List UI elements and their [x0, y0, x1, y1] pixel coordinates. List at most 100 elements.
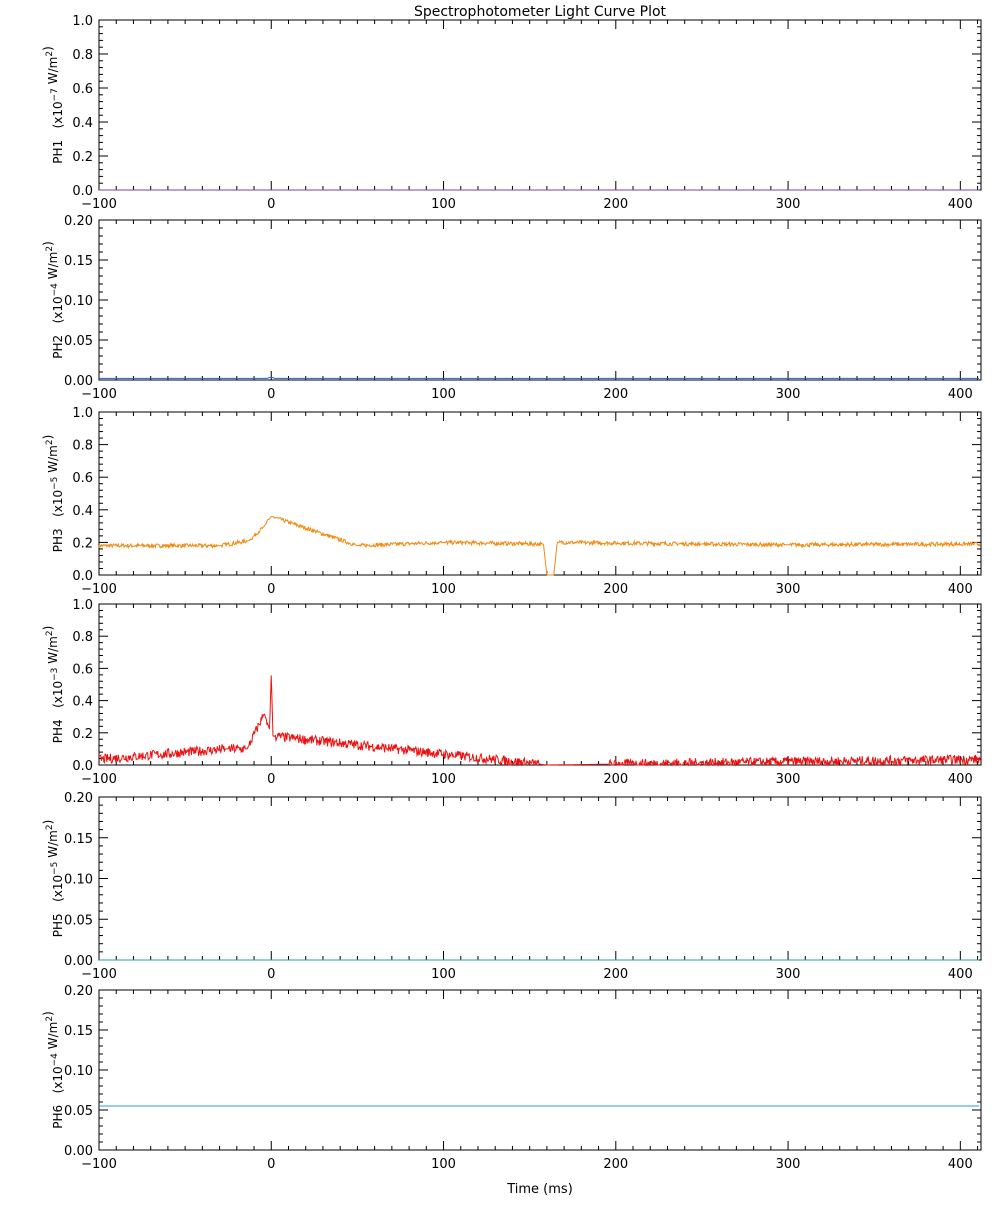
x-tick-label: 400 — [948, 1157, 973, 1172]
y-tick-label: 0.6 — [72, 82, 93, 97]
y-tick-label: 0.20 — [64, 984, 93, 999]
y-tick-label: 0.0 — [72, 759, 93, 774]
panel-ph2: −100 0 100 200 300 400 0.00 0.05 0.10 0.15 0.20 PH2… — [41, 214, 982, 402]
panel-frame — [98, 603, 982, 766]
panel-ph6: −100 0 100 200 300 400 0.00 0.05 0.10 0.15 0.20 PH6… — [41, 984, 982, 1172]
x-tick-label: 0 — [267, 582, 275, 597]
x-tick-label: 400 — [948, 582, 973, 597]
x-tick-label: 100 — [431, 967, 456, 982]
y-tick-label: 0.2 — [72, 727, 93, 742]
y-tick-label: 0.05 — [64, 913, 93, 928]
y-label-unit-main: W/m — [46, 830, 60, 858]
x-tick-label: 200 — [603, 582, 628, 597]
y-label-unit-main: W/m — [46, 252, 60, 280]
y-label-scale-exp: −5 — [50, 862, 60, 875]
y-tick-label: 0.0 — [72, 184, 93, 199]
x-tick-label: 100 — [431, 197, 456, 212]
y-tick-label: 0.6 — [72, 471, 93, 486]
x-tick-label: −100 — [81, 582, 117, 597]
y-tick-label: 0.10 — [64, 873, 93, 888]
panel-frame — [98, 411, 982, 576]
x-tick-label: 100 — [431, 582, 456, 597]
y-tick-label: 0.8 — [72, 439, 93, 454]
y-label-scale-exp: −4 — [50, 283, 60, 297]
x-tick-label: 300 — [776, 772, 801, 787]
y-axis-label: PH3 (x10−5 W/m2) — [41, 435, 65, 553]
y-tick-label: 0.10 — [64, 294, 93, 309]
y-tick-label: 0.00 — [64, 1144, 93, 1159]
y-label-scale-base: x10 — [51, 681, 65, 703]
x-tick-label: 100 — [431, 772, 456, 787]
y-tick-label: 0.0 — [72, 569, 93, 584]
x-tick-label: 400 — [948, 387, 973, 402]
y-tick-label: 0.4 — [72, 695, 93, 710]
x-tick-label: 0 — [267, 967, 275, 982]
y-tick-label: 0.15 — [64, 1024, 93, 1039]
panel-frame — [98, 989, 982, 1151]
x-tick-label: 200 — [603, 387, 628, 402]
y-label-scale-exp: −7 — [50, 88, 60, 101]
panel-ph5: −100 0 100 200 300 400 0.00 0.05 0.10 0.15 0.20 PH5… — [41, 791, 982, 982]
x-axis-label: Time (ms) — [506, 1182, 573, 1197]
y-tick-label: 0.4 — [72, 504, 93, 519]
x-tick-label: −100 — [81, 1157, 117, 1172]
y-tick-label: 0.05 — [64, 1104, 93, 1119]
y-label-channel: PH5 — [51, 913, 65, 937]
y-label-channel: PH4 — [51, 719, 65, 743]
y-label-channel: PH1 — [51, 140, 65, 164]
y-axis-label: PH1 (x10−7 W/m2) — [41, 46, 65, 164]
y-tick-label: 0.05 — [64, 334, 93, 349]
panel-frame — [98, 796, 982, 961]
y-label-scale-exp: −4 — [50, 1053, 60, 1067]
y-label-channel: PH2 — [51, 335, 65, 359]
y-label-scale-base: x10 — [51, 875, 65, 897]
panel-ph3: −100 0 100 200 300 400 0.0 0.2 0.4 0.6 0.8 1.0 PH3 (… — [41, 406, 982, 597]
panel-ph4: −100 0 100 200 300 400 0.0 0.2 0.4 0.6 0.8 1.0 PH4 (… — [41, 598, 982, 787]
y-tick-label: 0.15 — [64, 254, 93, 269]
series-line-ph3 — [98, 515, 981, 576]
x-tick-label: −100 — [81, 772, 117, 787]
x-tick-label: 0 — [267, 772, 275, 787]
x-tick-label: 200 — [603, 1157, 628, 1172]
y-axis-label: PH4 (x10−3 W/m2) — [41, 626, 65, 744]
x-tick-label: 200 — [603, 772, 628, 787]
y-tick-label: 0.6 — [72, 662, 93, 677]
y-label-unit-main: W/m — [46, 57, 60, 85]
y-label-scale-exp: −5 — [50, 477, 60, 490]
y-tick-label: 0.8 — [72, 630, 93, 645]
y-tick-label: 0.00 — [64, 374, 93, 389]
y-tick-label: 0.00 — [64, 954, 93, 969]
x-tick-label: 300 — [776, 1157, 801, 1172]
y-label-scale-base: x10 — [51, 490, 65, 512]
y-label-scale-base: x10 — [51, 1066, 65, 1088]
y-axis-label: PH5 (x10−5 W/m2) — [41, 820, 65, 938]
x-tick-label: 300 — [776, 582, 801, 597]
y-label-scale-base: x10 — [51, 101, 65, 123]
y-tick-label: 0.15 — [64, 832, 93, 847]
y-tick-label: 0.4 — [72, 116, 93, 131]
x-tick-label: 100 — [431, 387, 456, 402]
y-tick-label: 1.0 — [72, 14, 93, 29]
x-tick-label: 200 — [603, 967, 628, 982]
y-tick-label: 0.20 — [64, 214, 93, 229]
x-tick-label: 200 — [603, 197, 628, 212]
y-label-unit-exp: 2 — [45, 51, 55, 57]
panel-frame — [98, 19, 982, 191]
x-tick-label: 400 — [948, 197, 973, 212]
y-label-unit-exp: 2 — [45, 630, 55, 636]
x-tick-label: 300 — [776, 387, 801, 402]
series-line-ph2 — [99, 376, 979, 379]
x-tick-label: 400 — [948, 772, 973, 787]
y-axis-label: PH6 (x10−4 W/m2) — [41, 1011, 65, 1129]
y-label-scale-exp: −3 — [50, 668, 60, 681]
y-tick-label: 0.20 — [64, 791, 93, 806]
y-label-unit-exp: 2 — [45, 1016, 55, 1022]
chart-title: Spectrophotometer Light Curve Plot — [414, 4, 667, 20]
y-tick-label: 1.0 — [72, 406, 93, 421]
x-tick-label: 300 — [776, 967, 801, 982]
y-tick-label: 0.10 — [64, 1064, 93, 1079]
y-tick-label: 1.0 — [72, 598, 93, 613]
